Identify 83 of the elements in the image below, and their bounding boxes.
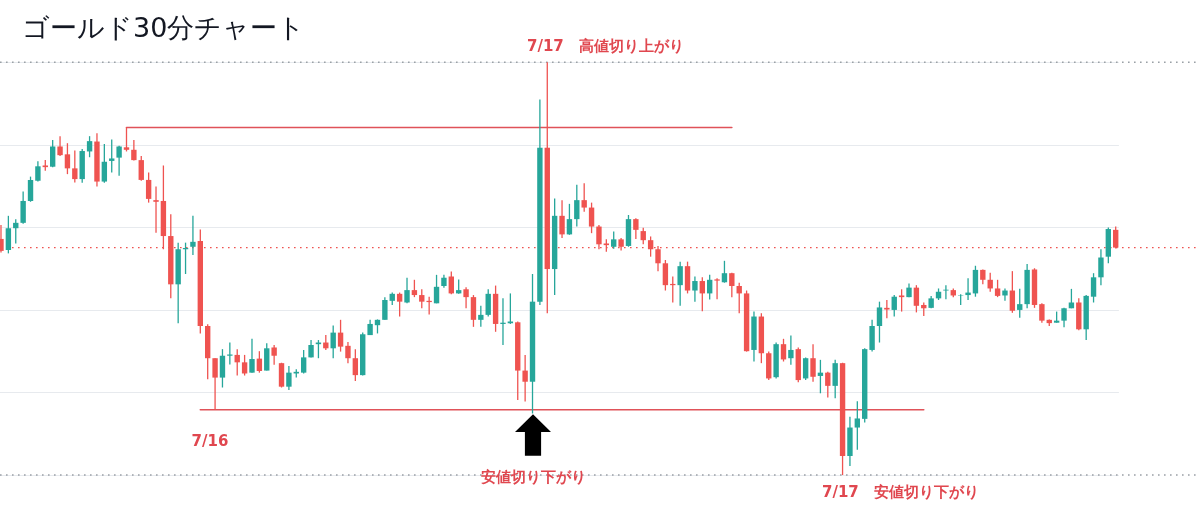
- candlestick: [72, 149, 78, 184]
- candlestick: [433, 274, 440, 304]
- candlestick: [825, 371, 831, 399]
- candlestick: [485, 288, 491, 318]
- candlestick: [190, 215, 196, 256]
- candlestick: [876, 301, 883, 344]
- candlestick: [1017, 288, 1023, 319]
- candlestick: [522, 354, 528, 403]
- candlestick: [241, 354, 248, 377]
- candlestick: [35, 160, 41, 183]
- candlestick: [419, 288, 425, 309]
- candlestick: [470, 294, 477, 328]
- candlestick: [109, 138, 115, 174]
- candlestick: [802, 356, 809, 381]
- annotation: 安値切り下がり: [480, 468, 586, 486]
- candlestick: [972, 265, 979, 298]
- candlestick: [264, 342, 270, 372]
- candlestick: [212, 357, 218, 411]
- candlestick: [404, 277, 410, 304]
- candlestick: [832, 359, 838, 399]
- candlestick: [153, 185, 159, 234]
- candlestick: [0, 224, 4, 254]
- candlestick: [729, 272, 735, 298]
- candlestick: [20, 190, 26, 225]
- candlestick: [286, 365, 292, 391]
- candlestick: [57, 135, 63, 157]
- candlestick: [884, 299, 890, 319]
- candlestick: [396, 291, 403, 318]
- candlestick: [810, 343, 816, 383]
- candlestick: [131, 139, 137, 162]
- candlestick: [116, 145, 122, 177]
- candlestick: [278, 362, 285, 389]
- candlestick: [854, 400, 861, 451]
- candlestick: [965, 277, 971, 301]
- candlestick: [714, 277, 720, 300]
- candlestick: [913, 284, 920, 314]
- candlestick: [507, 292, 514, 325]
- candlestick: [1090, 272, 1097, 304]
- candlestick: [249, 338, 255, 374]
- candlestick: [566, 203, 573, 236]
- candlestick: [101, 143, 108, 184]
- candlestick: [352, 348, 359, 382]
- candlestick: [219, 348, 226, 389]
- candlestick: [330, 324, 336, 359]
- candlestick: [1098, 248, 1104, 286]
- candlestick: [588, 201, 595, 234]
- candlestick: [699, 276, 705, 312]
- candlestick: [5, 215, 12, 255]
- candlestick: [448, 270, 454, 295]
- candlestick: [271, 344, 277, 366]
- candlestick: [677, 260, 683, 307]
- candlestick: [692, 275, 698, 303]
- candlestick: [943, 284, 949, 300]
- candlestick: [721, 260, 728, 284]
- candlestick: [574, 184, 580, 228]
- candlestick: [891, 294, 897, 318]
- candlestick: [123, 126, 130, 153]
- candlestick: [559, 199, 565, 239]
- candlestick: [345, 341, 351, 364]
- candlestick: [662, 259, 669, 292]
- candlestick: [780, 338, 787, 363]
- candlestick: [478, 305, 484, 328]
- annotation: 7/16: [191, 432, 229, 450]
- chart-title: ゴールド30分チャート: [22, 12, 306, 43]
- candlestick: [227, 341, 233, 366]
- candlestick: [64, 142, 71, 175]
- candlestick: [581, 182, 587, 213]
- candlestick: [256, 350, 263, 374]
- candlestick: [1039, 302, 1045, 324]
- candlestick: [138, 155, 144, 182]
- candlestick: [27, 175, 34, 203]
- candlestick: [463, 286, 469, 309]
- candlestick: [145, 171, 152, 204]
- candlestick: [382, 296, 388, 321]
- candlestick: [1009, 270, 1016, 314]
- candlestick: [49, 139, 56, 168]
- candlestick: [788, 334, 794, 366]
- text: 7/17 安値切り下がり: [822, 483, 979, 501]
- candlestick: [633, 217, 639, 240]
- candlestick: [898, 288, 905, 313]
- text: 7/17 高値切り上がり: [527, 37, 684, 55]
- candlestick: [337, 319, 344, 353]
- candlestick: [869, 319, 875, 353]
